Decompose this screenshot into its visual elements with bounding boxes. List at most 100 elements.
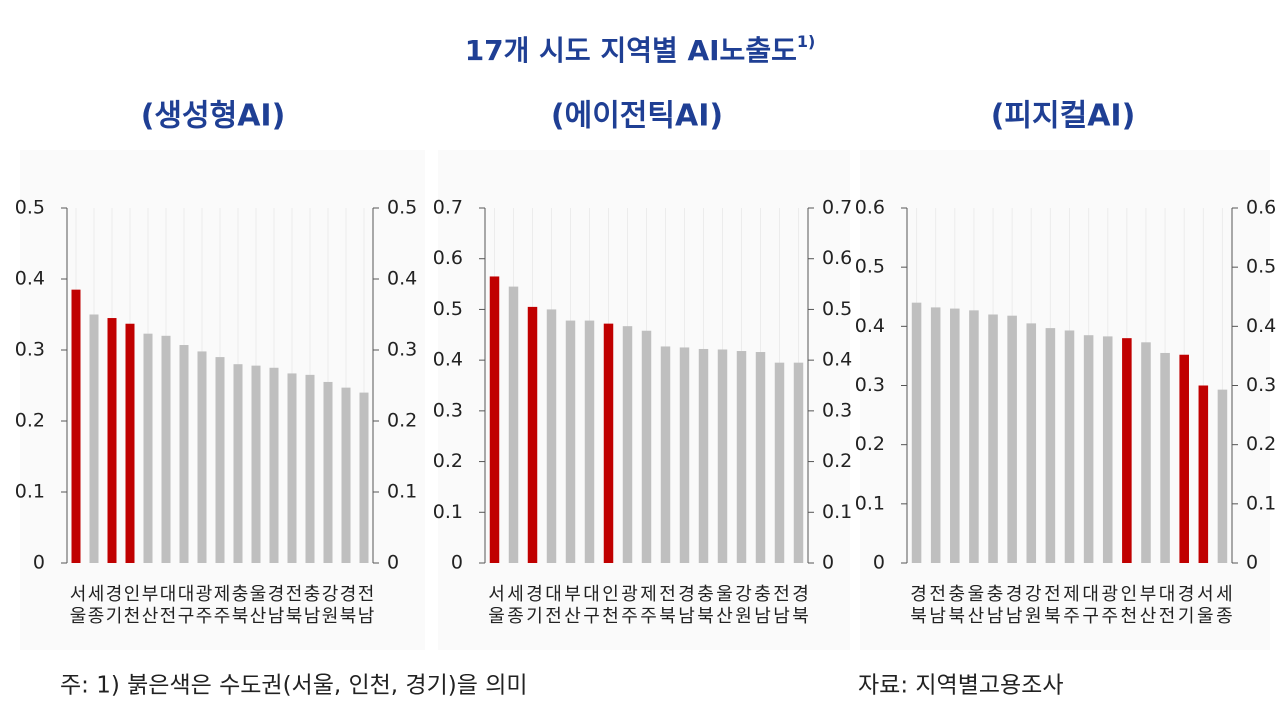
x-tick-label: 부산 — [561, 584, 582, 628]
bar — [1122, 338, 1132, 563]
bar — [565, 320, 576, 563]
x-tick-label: 광주 — [618, 584, 639, 628]
bar — [1083, 335, 1094, 563]
x-tick-label: 전북 — [656, 584, 677, 628]
bar — [161, 335, 171, 563]
x-tick-label: 서울 — [66, 584, 87, 628]
y2-tick-label: 0.2 — [1246, 433, 1276, 455]
y-tick-label: 0.2 — [15, 410, 45, 432]
bar — [1026, 323, 1037, 563]
x-tick-label: 전북 — [1040, 584, 1061, 628]
bar — [641, 330, 652, 563]
bar — [950, 308, 960, 563]
x-tick-label: 대구 — [580, 584, 601, 628]
source: 자료: 지역별고용조사 — [858, 673, 1064, 699]
x-tick-label: 대전 — [1155, 584, 1176, 628]
bar — [179, 345, 189, 563]
x-tick-label: 서울 — [1193, 584, 1214, 628]
bar — [287, 373, 297, 563]
x-tick-label: 충남 — [983, 584, 1004, 628]
y-tick-label: 0.5 — [855, 256, 885, 278]
x-tick-label: 제주 — [637, 584, 658, 628]
y2-tick-label: 0 — [822, 552, 834, 574]
y-tick-label: 0.4 — [433, 349, 463, 371]
bar — [323, 381, 333, 563]
y-tick-label: 0 — [873, 552, 885, 574]
bar — [125, 323, 135, 563]
y-tick-label: 0.6 — [433, 247, 463, 269]
chart-title: (피지컬AI) — [991, 99, 1136, 134]
y2-tick-label: 0.1 — [822, 501, 852, 523]
bar — [1102, 336, 1113, 563]
y2-tick-label: 0.1 — [1246, 492, 1276, 514]
x-tick-label: 충북 — [945, 584, 966, 628]
bar — [269, 367, 279, 563]
bar — [1179, 354, 1189, 563]
x-tick-label: 전남 — [354, 584, 375, 628]
x-tick-label: 제주 — [1060, 584, 1081, 628]
x-tick-label: 대전 — [542, 584, 563, 628]
y2-tick-label: 0 — [387, 552, 399, 574]
bar — [107, 318, 117, 563]
y-tick-label: 0.6 — [855, 197, 885, 219]
y-tick-label: 0.2 — [433, 450, 463, 472]
x-tick-label: 충남 — [300, 584, 321, 628]
bar — [1217, 389, 1228, 563]
y2-tick-label: 0.6 — [822, 247, 852, 269]
x-tick-label: 세종 — [1212, 584, 1233, 628]
bar — [359, 392, 369, 563]
y-tick-label: 0.1 — [15, 481, 45, 503]
bar — [793, 362, 804, 563]
bar — [1045, 328, 1056, 563]
x-tick-label: 울산 — [713, 584, 734, 628]
x-tick-label: 대구 — [174, 584, 195, 628]
bar — [774, 362, 785, 563]
y-tick-label: 0.5 — [433, 298, 463, 320]
x-tick-label: 대전 — [156, 584, 177, 628]
x-tick-label: 부산 — [1136, 584, 1157, 628]
bar — [527, 306, 538, 563]
title-note: 1) — [797, 32, 815, 51]
bar — [679, 347, 690, 563]
y2-tick-label: 0.4 — [822, 349, 852, 371]
y2-tick-label: 0.4 — [1246, 315, 1276, 337]
x-tick-label: 세종 — [504, 584, 525, 628]
y2-tick-label: 0.3 — [387, 339, 417, 361]
x-tick-label: 강원 — [1021, 584, 1042, 628]
x-tick-label: 제주 — [210, 584, 231, 628]
x-tick-label: 전남 — [770, 584, 791, 628]
y-tick-label: 0.2 — [855, 433, 885, 455]
x-tick-label: 경북 — [907, 584, 928, 628]
bar — [584, 320, 595, 563]
bar — [71, 289, 81, 563]
y-tick-label: 0 — [451, 552, 463, 574]
y2-tick-label: 0.3 — [1246, 374, 1276, 396]
x-tick-label: 경북 — [336, 584, 357, 628]
y2-tick-label: 0.2 — [822, 450, 852, 472]
x-tick-label: 부산 — [138, 584, 159, 628]
page-title: 17개 시도 지역별 AI노출도1) — [465, 32, 816, 68]
x-tick-label: 서울 — [485, 584, 506, 628]
y2-tick-label: 0.5 — [822, 298, 852, 320]
bar — [698, 348, 709, 563]
bar — [143, 333, 153, 563]
y-tick-label: 0 — [33, 552, 45, 574]
bar — [755, 352, 766, 563]
x-tick-label: 경남 — [1002, 584, 1023, 628]
chart-title: (생성형AI) — [141, 99, 286, 134]
bar — [717, 349, 728, 563]
bar — [988, 314, 998, 563]
bar — [489, 276, 500, 563]
x-tick-label: 충북 — [694, 584, 715, 628]
x-tick-label: 인천 — [599, 584, 620, 628]
title-text: 17개 시도 지역별 AI노출도 — [465, 34, 797, 67]
x-tick-label: 경남 — [264, 584, 285, 628]
bar — [508, 286, 519, 563]
x-tick-label: 경기 — [523, 584, 544, 628]
y-tick-label: 0.5 — [15, 197, 45, 219]
bar — [969, 310, 979, 563]
bar — [546, 309, 557, 563]
bar — [197, 351, 207, 563]
x-tick-label: 인천 — [120, 584, 141, 628]
